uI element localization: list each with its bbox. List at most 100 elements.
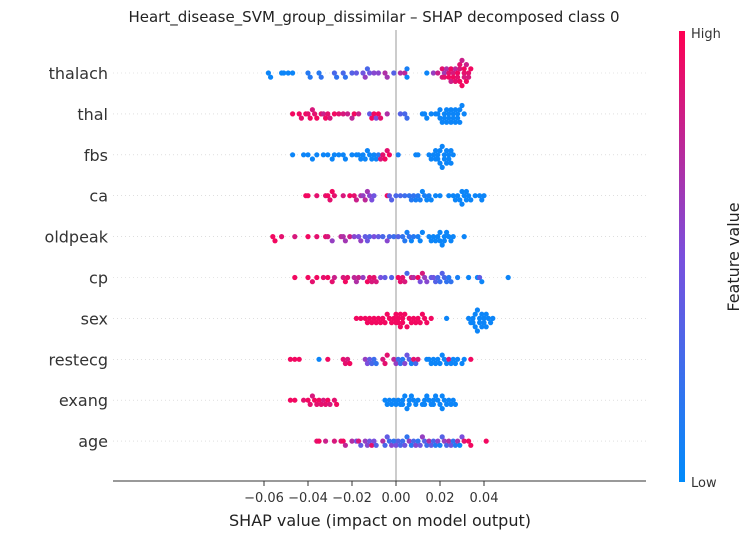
shap-point-cp — [402, 279, 408, 285]
shap-point-thalach — [439, 66, 445, 72]
shap-point-fbs — [386, 152, 392, 158]
shap-point-oldpeak — [305, 234, 311, 240]
shap-point-fbs — [437, 148, 443, 154]
shap-point-cp — [430, 274, 436, 281]
colorbar-high-label: High — [691, 27, 721, 42]
shap-point-ca — [411, 193, 417, 199]
shap-point-thalach — [349, 70, 355, 76]
shap-point-ca — [389, 197, 395, 203]
shap-point-exang — [415, 397, 421, 403]
shap-point-thalach — [290, 70, 296, 76]
shap-point-exang — [433, 393, 439, 399]
shap-point-restecg — [400, 356, 406, 362]
shap-point-cp — [435, 274, 441, 281]
shap-point-cp — [378, 274, 384, 281]
shap-point-restecg — [296, 356, 302, 362]
shap-point-restecg — [435, 356, 441, 362]
shap-point-oldpeak — [362, 234, 368, 240]
shap-point-sex — [479, 311, 485, 317]
shap-point-thalach — [444, 66, 450, 72]
shap-point-fbs — [356, 152, 362, 158]
shap-point-cp — [356, 274, 362, 281]
shap-point-thal — [384, 111, 390, 117]
shap-point-sex — [397, 311, 403, 317]
shap-point-oldpeak — [428, 238, 434, 244]
shap-point-cp — [444, 279, 450, 285]
shap-point-thalach — [281, 70, 287, 76]
shap-point-ca — [369, 197, 375, 203]
shap-point-restecg — [380, 356, 386, 362]
shap-point-exang — [450, 397, 456, 403]
shap-point-oldpeak — [325, 234, 331, 240]
shap-point-cp — [373, 279, 379, 285]
shap-point-sex — [364, 320, 370, 326]
shap-point-thalach — [455, 74, 461, 80]
shap-point-ca — [360, 193, 366, 199]
shap-point-cp — [364, 279, 370, 285]
shap-point-age — [342, 442, 348, 448]
shap-point-thal — [448, 119, 454, 125]
shap-point-thal — [441, 111, 447, 117]
shap-point-fbs — [314, 152, 320, 158]
shap-point-restecg — [437, 360, 443, 367]
shap-point-restecg — [347, 360, 353, 367]
colorbar — [679, 31, 685, 482]
shap-point-sex — [400, 320, 406, 326]
feature-label-ca: ca — [89, 187, 108, 206]
shap-point-ca — [463, 197, 469, 203]
shap-point-fbs — [325, 152, 331, 158]
shap-point-cp — [331, 274, 337, 281]
shap-point-thalach — [448, 66, 454, 72]
shap-point-restecg — [408, 360, 414, 367]
shap-point-sex — [444, 315, 450, 321]
shap-point-exang — [316, 397, 322, 403]
shap-point-thalach — [334, 74, 340, 80]
shap-point-cp — [292, 274, 298, 281]
shap-point-thal — [336, 111, 342, 117]
shap-point-ca — [351, 193, 357, 199]
shap-point-age — [428, 442, 434, 448]
shap-point-oldpeak — [461, 234, 467, 240]
shap-point-oldpeak — [439, 242, 445, 248]
shap-point-restecg — [455, 356, 461, 362]
feature-labels: thalach thal fbs ca oldpeak cp sex restecg exang… — [45, 64, 109, 451]
shap-point-age — [380, 438, 386, 444]
shap-point-exang — [446, 397, 452, 403]
shap-point-thal — [309, 107, 315, 113]
shap-point-age — [391, 438, 397, 444]
shap-point-sex — [477, 315, 483, 321]
shap-point-sex — [488, 320, 494, 326]
shap-point-age — [417, 442, 423, 448]
shap-point-sex — [419, 311, 425, 317]
shap-point-ca — [461, 193, 467, 199]
shap-point-oldpeak — [371, 234, 377, 240]
shap-point-oldpeak — [272, 238, 278, 244]
shap-point-thalach — [318, 74, 324, 80]
shap-point-thal — [446, 115, 452, 121]
shap-point-sex — [395, 315, 401, 321]
shap-point-restecg — [373, 360, 379, 367]
shap-point-sex — [369, 320, 375, 326]
shap-point-sex — [474, 307, 480, 313]
shap-point-age — [452, 442, 458, 448]
x-tick-label: −0.02 — [332, 491, 372, 506]
shap-point-age — [413, 442, 419, 448]
shap-point-sex — [386, 315, 392, 321]
shap-point-exang — [411, 397, 417, 403]
shap-point-restecg — [450, 356, 456, 362]
shap-point-thal — [323, 115, 329, 121]
shap-point-fbs — [349, 152, 355, 158]
shap-point-oldpeak — [441, 238, 447, 244]
shap-point-cp — [441, 274, 447, 281]
shap-point-sex — [466, 315, 472, 321]
shap-point-ca — [329, 188, 335, 195]
shap-point-oldpeak — [441, 234, 447, 240]
shap-point-thalach — [457, 66, 463, 72]
feature-label-cp: cp — [89, 269, 108, 288]
shap-point-fbs — [373, 156, 379, 162]
shap-point-thal — [437, 115, 443, 121]
shap-point-restecg — [441, 356, 447, 362]
shap-point-fbs — [446, 152, 452, 158]
shap-point-thal — [312, 111, 318, 117]
shap-point-restecg — [444, 360, 450, 367]
